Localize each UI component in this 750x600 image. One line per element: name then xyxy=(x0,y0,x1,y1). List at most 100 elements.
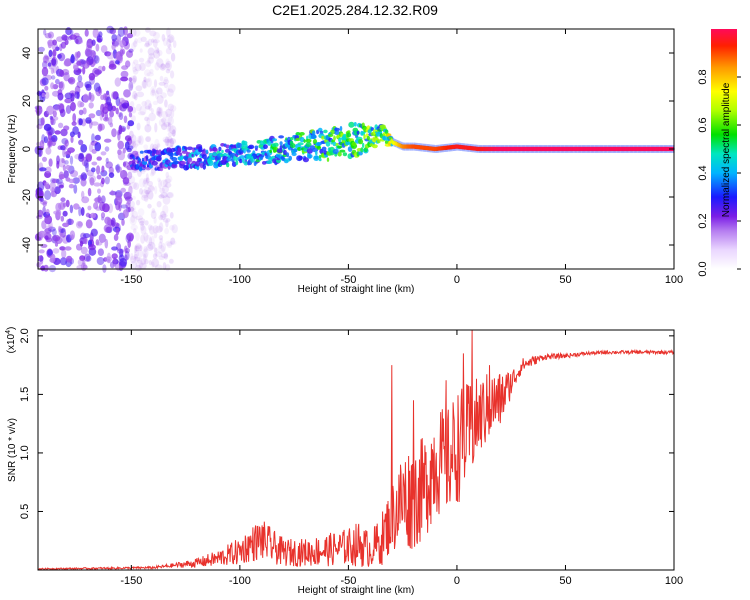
heatmap-noise-cell xyxy=(147,184,155,191)
heatmap-noise-cell xyxy=(135,232,140,241)
heatmap-noise-cell xyxy=(78,109,84,116)
heatmap-noise-cell xyxy=(112,257,117,267)
heatmap-noise-cell xyxy=(115,195,123,206)
heatmap-noise-cell xyxy=(109,110,114,118)
heatmap-ridge-cell xyxy=(358,138,364,145)
heatmap-noise-cell xyxy=(59,257,68,266)
heatmap-noise-cell xyxy=(94,69,102,75)
heatmap-noise-cell xyxy=(168,43,172,51)
heatmap-noise-cell xyxy=(136,122,141,131)
snr-y-tick-label: 1.0 xyxy=(19,445,31,460)
heatmap-noise-cell xyxy=(134,63,142,72)
heatmap-noise-cell xyxy=(130,224,138,231)
heatmap-noise-cell xyxy=(127,105,132,113)
heatmap-noise-cell xyxy=(163,179,168,188)
heatmap-noise-cell xyxy=(143,232,149,242)
heatmap-noise-cell xyxy=(141,194,149,201)
heatmap-noise-cell xyxy=(88,92,95,103)
heatmap-noise-cell xyxy=(57,103,65,110)
heatmap-noise-cell xyxy=(169,138,177,145)
heatmap-noise-cell xyxy=(119,258,128,267)
heatmap-noise-cell xyxy=(158,235,164,241)
heatmap-ridge-cell xyxy=(141,157,145,162)
spectrogram-x-tick-label: 100 xyxy=(665,274,683,286)
heatmap-noise-cell xyxy=(146,72,154,77)
heatmap-ridge-cell xyxy=(363,134,366,140)
heatmap-noise-cell xyxy=(97,123,103,132)
heatmap-noise-cell xyxy=(70,29,74,36)
heatmap-ridge-cell xyxy=(327,133,334,137)
heatmap-noise-cell xyxy=(165,113,173,124)
heatmap-noise-cell xyxy=(91,148,97,154)
heatmap-noise-cell xyxy=(158,241,163,249)
heatmap-noise-cell xyxy=(134,249,139,259)
heatmap-noise-cell xyxy=(140,225,147,235)
heatmap-noise-cell xyxy=(147,203,152,209)
heatmap-noise-cell xyxy=(75,220,83,229)
heatmap-noise-cell xyxy=(50,253,56,263)
heatmap-noise-cell xyxy=(70,170,79,178)
heatmap-noise-cell xyxy=(85,153,93,162)
heatmap-noise-cell xyxy=(124,135,132,142)
heatmap-noise-cell xyxy=(149,172,154,177)
heatmap-noise-cell xyxy=(58,225,62,233)
heatmap-noise-cell xyxy=(104,146,110,152)
heatmap-ridge-cell xyxy=(332,141,337,147)
heatmap-noise-cell xyxy=(106,90,110,96)
heatmap-noise-cell xyxy=(39,140,45,149)
heatmap-noise-cell xyxy=(135,264,142,272)
heatmap-noise-cell xyxy=(80,207,85,216)
heatmap-noise-cell xyxy=(167,135,173,144)
heatmap-noise-cell xyxy=(131,94,137,99)
heatmap-noise-cell xyxy=(60,41,67,49)
heatmap-noise-cell xyxy=(70,101,76,112)
heatmap-noise-cell xyxy=(120,76,129,82)
heatmap-noise-cell xyxy=(117,151,126,161)
snr-y-tick-label: 2.0 xyxy=(19,328,31,343)
heatmap-noise-cell xyxy=(112,258,119,265)
heatmap-noise-cell xyxy=(64,246,72,251)
heatmap-noise-cell xyxy=(88,72,96,81)
heatmap-noise-cell xyxy=(163,76,169,82)
spectrogram-panel: -150 -100 -50 0 50 100 -40 -20 0 20 40 Height of … xyxy=(7,25,683,295)
heatmap-noise-cell xyxy=(42,55,50,64)
snr-y-scale-label: (x104) xyxy=(5,327,17,354)
heatmap-ridge-cell xyxy=(278,135,284,139)
heatmap-noise-cell xyxy=(54,186,61,195)
heatmap-noise-cell xyxy=(69,155,74,165)
heatmap-noise-cell xyxy=(55,178,63,185)
heatmap-noise-cell xyxy=(126,199,131,205)
heatmap-noise-cell xyxy=(88,113,96,119)
heatmap-noise-cell xyxy=(38,190,45,198)
heatmap-ridge-cell xyxy=(241,140,248,145)
heatmap-ridge-cell xyxy=(323,129,328,134)
heatmap-noise-cell xyxy=(147,241,156,250)
heatmap-noise-cell xyxy=(104,238,109,249)
heatmap-noise-cell xyxy=(129,139,136,144)
heatmap-noise-cell xyxy=(62,164,66,172)
heatmap-ridge-cell xyxy=(351,141,357,147)
heatmap-noise-cell xyxy=(88,175,97,183)
heatmap-noise-cell xyxy=(62,148,66,158)
heatmap-ridge-cell xyxy=(132,158,136,164)
heatmap-noise-cell xyxy=(60,197,66,202)
heatmap-noise-cell xyxy=(167,122,172,127)
heatmap-noise-cell xyxy=(93,197,101,203)
heatmap-ridge-cell xyxy=(333,135,336,141)
heatmap-noise-cell xyxy=(147,47,155,56)
heatmap-noise-cell xyxy=(58,184,64,189)
heatmap-noise-cell xyxy=(119,40,126,48)
heatmap-noise-cell xyxy=(136,91,145,98)
heatmap-noise-cell xyxy=(58,174,65,180)
heatmap-noise-cell xyxy=(121,102,130,109)
heatmap-noise-cell xyxy=(51,137,57,147)
heatmap-noise-cell xyxy=(157,177,161,182)
heatmap-noise-cell xyxy=(163,82,169,89)
heatmap-ridge-cell xyxy=(297,142,304,146)
heatmap-noise-cell xyxy=(58,81,64,89)
heatmap-ridge-cell xyxy=(272,138,277,142)
heatmap-noise-cell xyxy=(128,112,133,118)
heatmap-ridge-cell xyxy=(248,144,255,150)
heatmap-noise-cell xyxy=(150,89,157,97)
